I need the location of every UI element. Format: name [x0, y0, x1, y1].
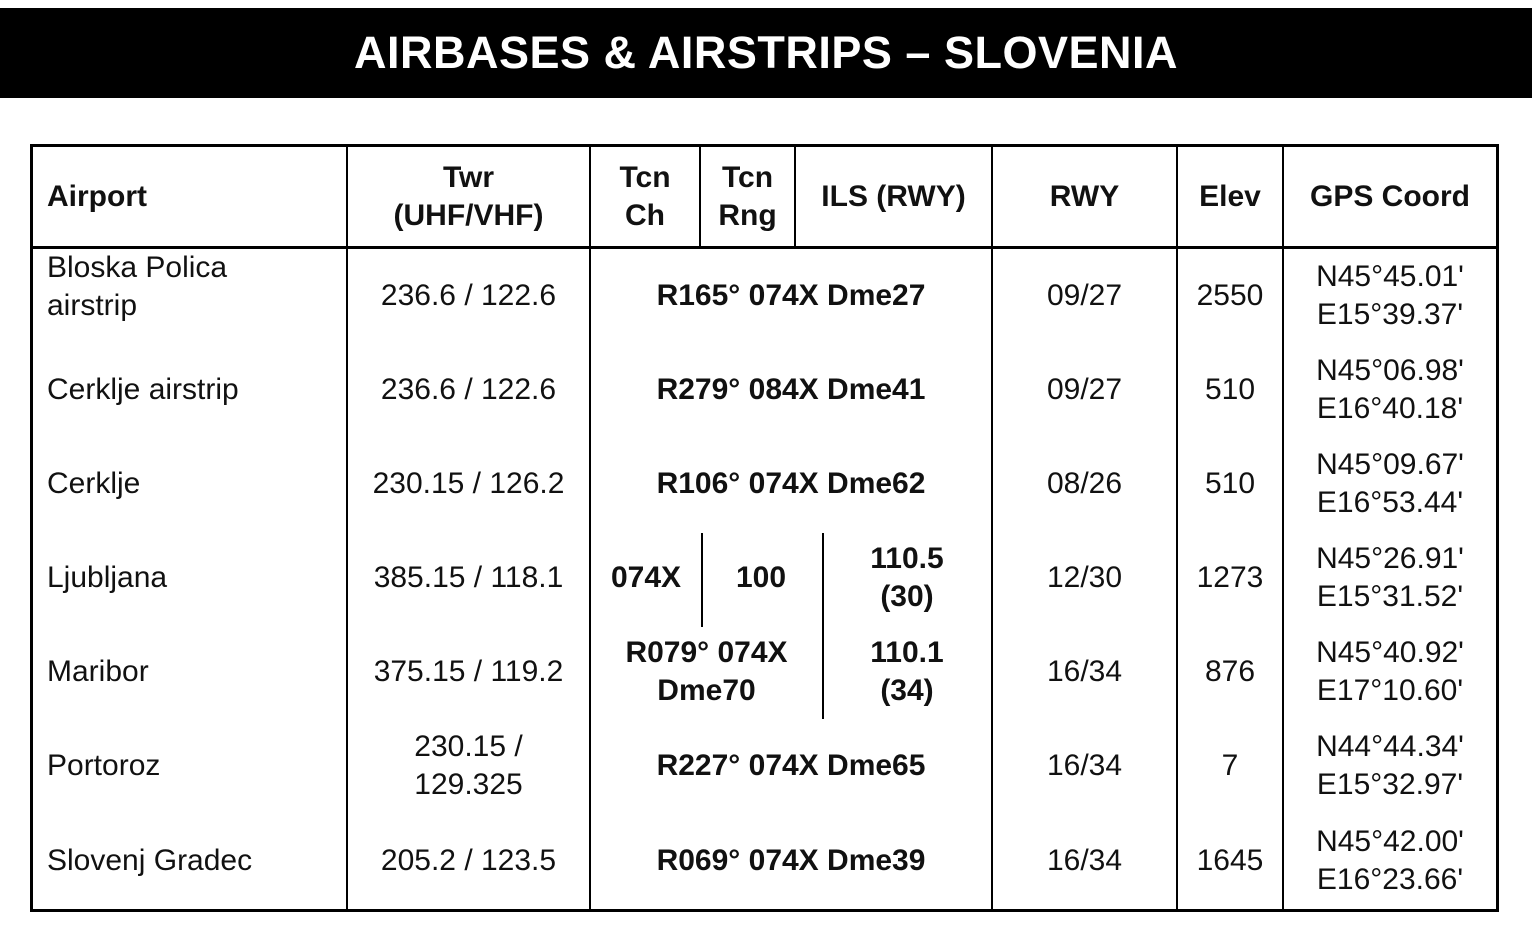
row-nav: R279° 084X Dme41	[656, 373, 926, 406]
row-twr: 375.15 / 119.2	[373, 655, 564, 688]
airbase-table: Airport Twr (UHF/VHF) Tcn Ch Tcn Rng ILS (R…	[30, 144, 1499, 912]
col-divider	[794, 147, 796, 247]
header-tcn-rng: Tcn Rng	[718, 161, 777, 232]
row-twr: 230.15 / 126.2	[372, 467, 565, 500]
row-rwy: 08/26	[1046, 467, 1123, 500]
col-divider	[589, 147, 591, 909]
header-divider	[33, 246, 1496, 249]
table-row-airport: Portoroz	[47, 749, 161, 782]
header-gps: GPS Coord	[1309, 180, 1470, 213]
row-twr: 236.6 / 122.6	[380, 373, 557, 406]
row-elev: 1273	[1196, 561, 1264, 594]
header-elev: Elev	[1199, 180, 1261, 213]
table-row-airport: Bloska Polica airstrip	[47, 251, 228, 322]
table-row-airport: Slovenj Gradec	[47, 844, 253, 877]
row-rwy: 16/34	[1046, 749, 1123, 782]
col-divider	[991, 147, 993, 909]
row-ils: 110.5 (30)	[870, 542, 944, 613]
header-ils: ILS (RWY)	[821, 180, 966, 213]
row-rwy: 09/27	[1046, 279, 1123, 312]
header-airport: Airport	[47, 180, 147, 213]
col-divider	[699, 147, 701, 247]
row-rwy: 16/34	[1046, 844, 1123, 877]
row-twr: 385.15 / 118.1	[373, 561, 564, 594]
inner-divider	[822, 533, 824, 719]
row-elev: 7	[1221, 749, 1239, 782]
row-gps: N44°44.34' E15°32.97'	[1316, 730, 1464, 801]
row-nav: R227° 074X Dme65	[656, 749, 926, 782]
row-nav: R079° 074X Dme70	[625, 636, 788, 707]
row-rwy: 09/27	[1046, 373, 1123, 406]
header-twr: Twr (UHF/VHF)	[393, 161, 544, 232]
row-nav: R106° 074X Dme62	[656, 467, 926, 500]
header-tcn-ch: Tcn Ch	[619, 161, 671, 232]
table-row-airport: Ljubljana	[47, 561, 168, 594]
table-row-airport: Cerklje	[47, 467, 141, 500]
title-banner: AIRBASES & AIRSTRIPS – SLOVENIA	[0, 8, 1532, 98]
row-elev: 510	[1204, 467, 1256, 500]
row-twr: 236.6 / 122.6	[380, 279, 557, 312]
row-ils: 110.1 (34)	[870, 636, 944, 707]
row-nav: R165° 074X Dme27	[656, 279, 926, 312]
row-gps: N45°09.67' E16°53.44'	[1316, 448, 1464, 519]
row-elev: 510	[1204, 373, 1256, 406]
row-twr: 230.15 /129.325	[414, 730, 523, 801]
row-gps: N45°40.92' E17°10.60'	[1316, 636, 1464, 707]
col-divider	[1176, 147, 1178, 909]
table-row-airport: Cerklje airstrip	[47, 373, 239, 406]
col-divider	[1282, 147, 1284, 909]
row-tcn-rng: 100	[735, 561, 787, 594]
col-divider	[346, 147, 348, 909]
page-title: AIRBASES & AIRSTRIPS – SLOVENIA	[354, 27, 1178, 78]
row-gps: N45°06.98' E16°40.18'	[1316, 354, 1464, 425]
row-tcn-ch: 074X	[610, 561, 682, 594]
inner-divider	[701, 533, 703, 627]
header-rwy: RWY	[1049, 180, 1120, 213]
row-rwy: 12/30	[1046, 561, 1123, 594]
row-twr: 205.2 / 123.5	[380, 844, 557, 877]
row-gps: N45°42.00' E16°23.66'	[1316, 825, 1464, 896]
row-gps: N45°45.01' E15°39.37'	[1316, 260, 1464, 331]
row-rwy: 16/34	[1046, 655, 1123, 688]
row-nav: R069° 074X Dme39	[656, 844, 926, 877]
table-row-airport: Maribor	[47, 655, 149, 688]
row-gps: N45°26.91' E15°31.52'	[1316, 542, 1464, 613]
row-elev: 1645	[1196, 844, 1264, 877]
row-elev: 2550	[1196, 279, 1264, 312]
row-elev: 876	[1204, 655, 1256, 688]
